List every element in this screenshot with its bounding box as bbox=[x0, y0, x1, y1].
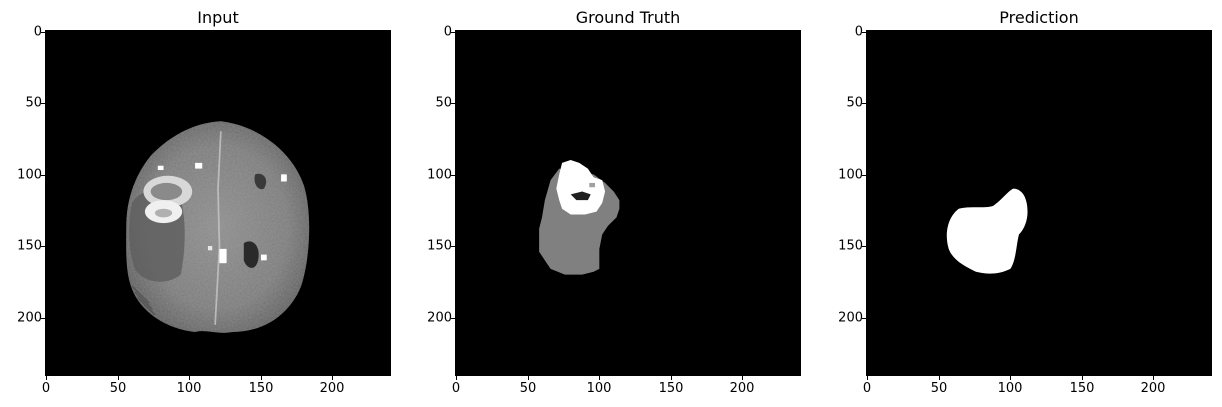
y-tick-label: 50 bbox=[435, 95, 452, 111]
panel-ground-truth: Ground Truth 0 50 100 150 200 0 50 100 1… bbox=[410, 0, 810, 407]
x-tick-label: 100 bbox=[997, 381, 1023, 396]
y-tick-mark bbox=[451, 246, 456, 247]
x-tick-label: 0 bbox=[451, 381, 461, 396]
x-tick-label: 0 bbox=[41, 381, 51, 396]
x-tick-label: 200 bbox=[1140, 381, 1166, 396]
x-tick-label: 50 bbox=[519, 381, 537, 396]
ground-truth-mask-image bbox=[456, 31, 800, 375]
x-tick-mark bbox=[46, 375, 47, 380]
y-tick-label: 200 bbox=[838, 310, 863, 326]
y-tick-label: 100 bbox=[17, 167, 42, 183]
y-tick-mark bbox=[862, 103, 867, 104]
panel-prediction: Prediction 0 50 100 150 200 0 50 100 150… bbox=[821, 0, 1221, 407]
y-tick-mark bbox=[451, 175, 456, 176]
x-tick-label: 150 bbox=[248, 381, 274, 396]
y-tick-mark bbox=[862, 246, 867, 247]
x-tick-label: 50 bbox=[109, 381, 127, 396]
x-tick-label: 0 bbox=[862, 381, 872, 396]
x-tick-mark bbox=[528, 375, 529, 380]
x-tick-mark bbox=[867, 375, 868, 380]
y-tick-mark bbox=[451, 32, 456, 33]
y-tick-mark bbox=[862, 318, 867, 319]
x-tick-mark bbox=[599, 375, 600, 380]
x-tick-mark bbox=[939, 375, 940, 380]
panel-title: Input bbox=[197, 8, 239, 27]
x-tick-mark bbox=[261, 375, 262, 380]
image-axes bbox=[455, 30, 801, 376]
x-tick-label: 150 bbox=[1069, 381, 1095, 396]
prediction-mask-image bbox=[867, 31, 1211, 375]
x-tick-mark bbox=[189, 375, 190, 380]
x-tick-mark bbox=[332, 375, 333, 380]
y-tick-mark bbox=[41, 103, 46, 104]
image-axes bbox=[45, 30, 391, 376]
y-tick-mark bbox=[862, 175, 867, 176]
x-tick-label: 200 bbox=[319, 381, 345, 396]
y-tick-mark bbox=[41, 32, 46, 33]
panel-title: Prediction bbox=[999, 8, 1079, 27]
x-tick-mark bbox=[671, 375, 672, 380]
y-tick-mark bbox=[451, 103, 456, 104]
y-tick-mark bbox=[41, 246, 46, 247]
image-axes bbox=[866, 30, 1212, 376]
y-tick-label: 0 bbox=[443, 24, 452, 40]
x-tick-label: 150 bbox=[658, 381, 684, 396]
y-tick-label: 100 bbox=[427, 167, 452, 183]
x-tick-label: 100 bbox=[586, 381, 612, 396]
y-tick-label: 150 bbox=[17, 238, 42, 254]
y-tick-mark bbox=[862, 32, 867, 33]
y-tick-label: 50 bbox=[25, 95, 42, 111]
y-tick-label: 200 bbox=[17, 310, 42, 326]
y-tick-label: 0 bbox=[33, 24, 42, 40]
x-tick-label: 50 bbox=[930, 381, 948, 396]
y-tick-label: 150 bbox=[838, 238, 863, 254]
y-tick-label: 50 bbox=[846, 95, 863, 111]
x-tick-label: 100 bbox=[176, 381, 202, 396]
y-tick-label: 200 bbox=[427, 310, 452, 326]
x-tick-mark bbox=[1082, 375, 1083, 380]
panel-title: Ground Truth bbox=[575, 8, 681, 27]
y-tick-mark bbox=[41, 175, 46, 176]
x-tick-label: 200 bbox=[729, 381, 755, 396]
x-tick-mark bbox=[456, 375, 457, 380]
y-tick-label: 0 bbox=[854, 24, 863, 40]
y-tick-mark bbox=[41, 318, 46, 319]
x-tick-mark bbox=[118, 375, 119, 380]
y-tick-label: 100 bbox=[838, 167, 863, 183]
y-tick-mark bbox=[451, 318, 456, 319]
x-tick-mark bbox=[742, 375, 743, 380]
panel-input: Input 0 50 100 150 200 bbox=[0, 0, 400, 407]
brain-mri-input-image bbox=[46, 31, 390, 375]
x-tick-mark bbox=[1010, 375, 1011, 380]
x-tick-mark bbox=[1153, 375, 1154, 380]
y-tick-label: 150 bbox=[427, 238, 452, 254]
